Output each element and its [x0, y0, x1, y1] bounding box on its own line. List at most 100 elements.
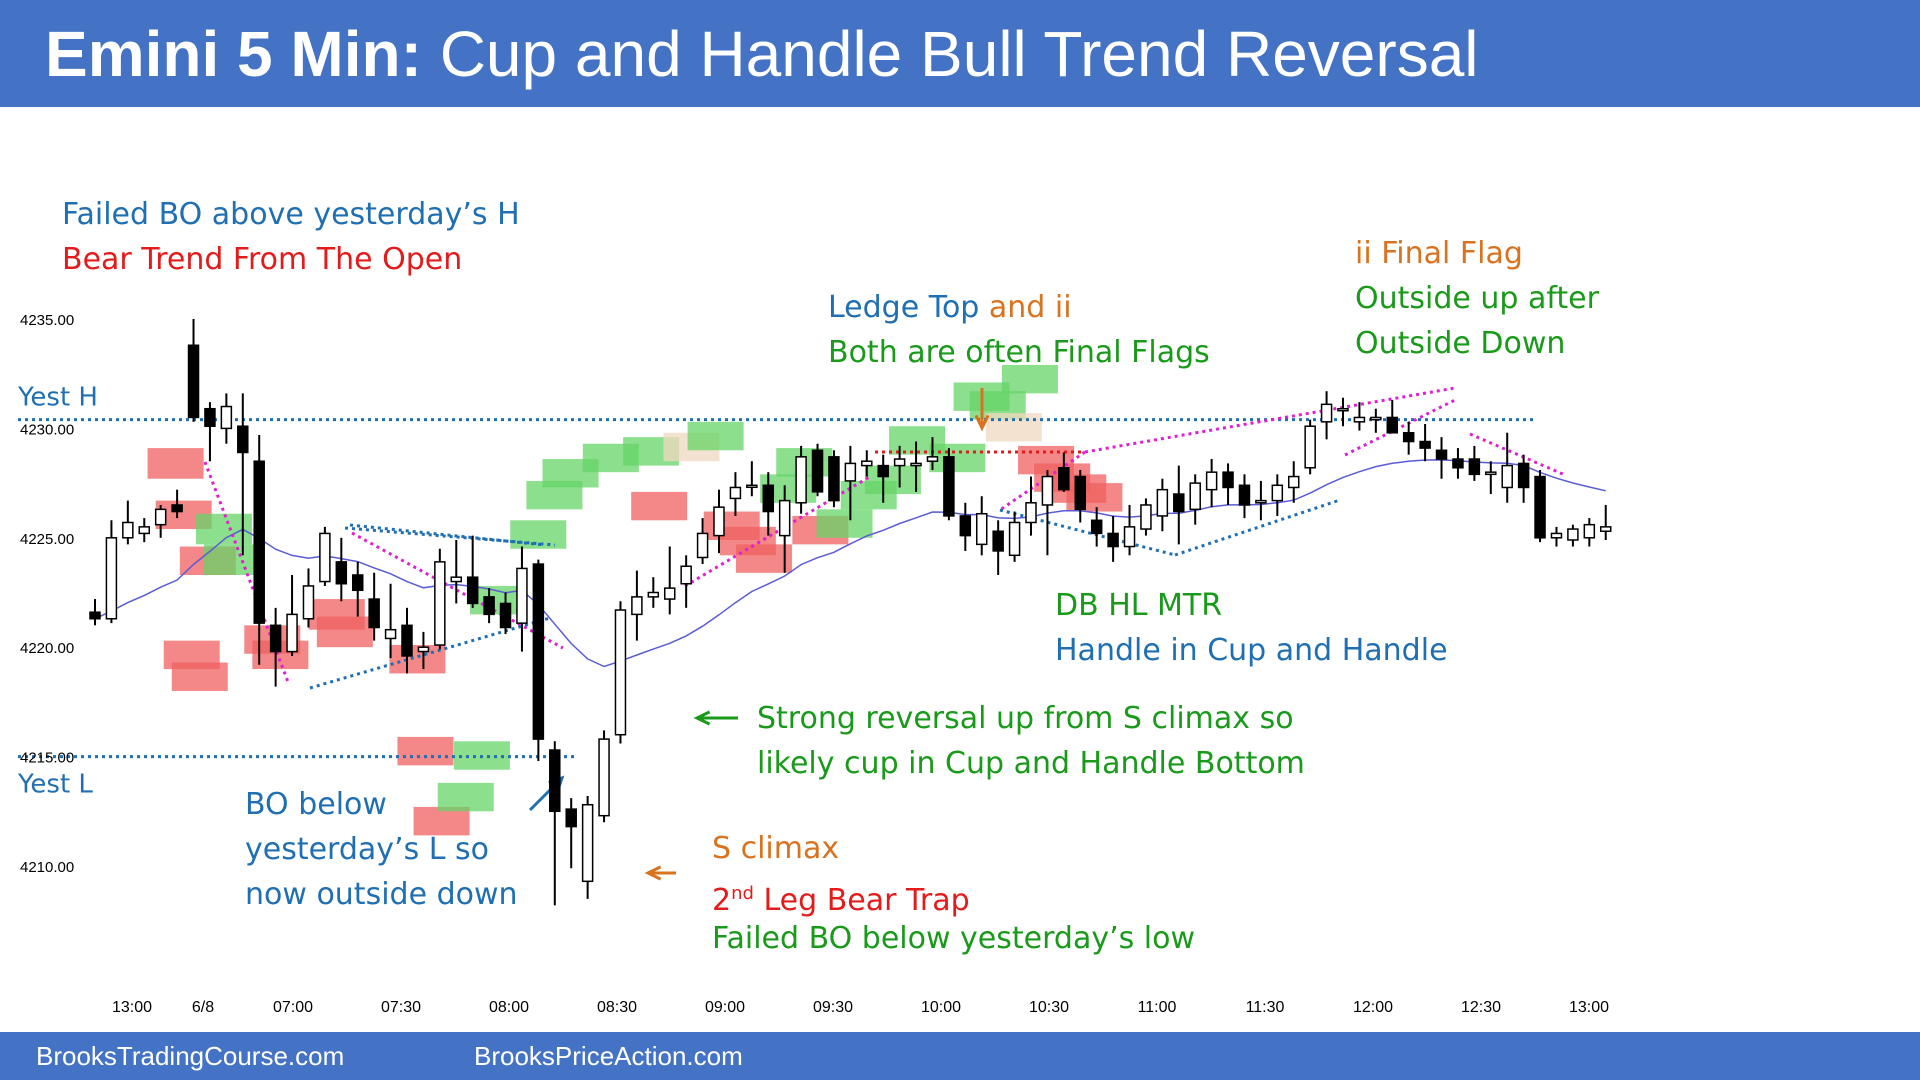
footer-link-trading-course[interactable]: BrooksTradingCourse.com — [36, 1041, 345, 1071]
candle-body — [302, 585, 315, 620]
candle — [1058, 452, 1070, 492]
candle-body — [1337, 407, 1349, 412]
candle — [1205, 459, 1218, 508]
candle-body — [1156, 488, 1169, 517]
candle-body — [696, 532, 709, 559]
annotation-ledge-top-line: Ledge Top and ii — [828, 285, 1072, 330]
footer-bar: BrooksTradingCourse.com BrooksPriceActio… — [0, 1032, 1920, 1080]
candle — [549, 741, 561, 906]
candle — [105, 520, 118, 624]
candle — [598, 730, 610, 823]
candle-body — [975, 512, 988, 546]
candle — [1452, 448, 1464, 479]
arrow-strong-reversal-head — [693, 710, 711, 726]
candle-body — [1501, 464, 1513, 489]
candle — [302, 568, 315, 628]
candle — [1501, 432, 1513, 503]
annotation-ledge-top: Ledge Top — [828, 290, 980, 325]
axes: 4235.00 4230.00 4225.00 4220.00 4215.00 4210.… — [20, 312, 1609, 1016]
candle — [89, 599, 101, 626]
ema-line — [94, 459, 1606, 668]
pattern-line — [351, 531, 564, 650]
candle — [154, 504, 167, 538]
annotation-leg-text: Leg Bear Trap — [753, 883, 970, 918]
candle-body — [1205, 471, 1218, 491]
candle-body — [89, 611, 101, 620]
candle-body — [1534, 475, 1546, 539]
candle — [532, 559, 545, 761]
candle — [1419, 424, 1431, 462]
candle — [1353, 402, 1366, 431]
footer-link-price-action[interactable]: BrooksPriceAction.com — [474, 1041, 743, 1071]
candle-body — [335, 561, 348, 585]
annotation-bo-below-3: now outside down — [245, 877, 518, 912]
candle-body — [138, 526, 151, 535]
candle — [1156, 478, 1169, 532]
candle-body — [1255, 499, 1267, 504]
x-tick-label: 13:00 — [112, 999, 152, 1016]
candle — [992, 520, 1004, 575]
candle — [910, 441, 922, 492]
y-tick-label: 4220.00 — [20, 640, 74, 657]
candle — [1008, 511, 1021, 562]
candle-body — [1386, 416, 1399, 434]
candle-body — [762, 484, 775, 513]
arrow-s-climax-head — [644, 865, 662, 881]
candle-body — [943, 456, 955, 517]
candle — [844, 445, 857, 521]
y-tick-label: 4235.00 — [20, 312, 74, 329]
highlight-box — [631, 491, 688, 521]
annotation-leg-num: 2 — [712, 883, 732, 918]
candle — [1583, 518, 1596, 547]
candle-body — [778, 499, 791, 537]
candle-body — [466, 576, 479, 605]
candle-body — [1583, 523, 1596, 539]
candle-body — [1008, 521, 1021, 557]
candle — [1189, 474, 1201, 525]
annotation-and-ii: and ii — [979, 290, 1072, 325]
candle-body — [1140, 504, 1152, 530]
candle-body — [384, 628, 397, 640]
x-tick-label: 07:30 — [381, 999, 421, 1016]
candle — [450, 539, 463, 604]
candle — [1320, 391, 1333, 440]
highlight-box — [171, 662, 228, 691]
candle-body — [1074, 475, 1087, 511]
candle — [1485, 461, 1497, 495]
candle — [1435, 437, 1448, 479]
candle — [220, 393, 233, 444]
pattern-line — [349, 523, 546, 547]
candle — [1123, 504, 1136, 556]
candle — [1041, 469, 1054, 556]
chart-title: Emini 5 Min: Cup and Handle Bull Trend R… — [45, 14, 1479, 94]
candle — [335, 537, 348, 602]
candle — [1107, 515, 1119, 562]
candle — [680, 555, 692, 608]
highlight-box — [735, 544, 792, 573]
candle-body — [1025, 502, 1037, 524]
highlight-box — [1001, 364, 1058, 394]
candle — [138, 518, 151, 543]
candle — [581, 795, 594, 899]
candle — [729, 472, 742, 516]
candle-body — [795, 456, 807, 504]
highlight-box — [864, 465, 921, 495]
candle-body — [417, 646, 430, 653]
candle-body — [861, 460, 873, 467]
highlight-box — [389, 645, 446, 674]
candle — [1255, 480, 1267, 521]
candle-body — [499, 602, 512, 629]
arrow-ledge-top-head — [974, 414, 990, 432]
candle-body — [581, 803, 594, 883]
candle — [499, 592, 512, 635]
candle-body — [434, 561, 446, 646]
x-tick-label: 13:00 — [1569, 999, 1609, 1016]
annotation-failed-bo-low: Failed BO below yesterday’s low — [712, 921, 1196, 956]
candle — [516, 546, 528, 652]
candle — [171, 489, 183, 519]
candle-body — [959, 515, 972, 537]
highlight-box — [204, 544, 261, 575]
candle — [286, 574, 298, 656]
candle — [746, 461, 758, 497]
candle-body — [220, 405, 233, 430]
